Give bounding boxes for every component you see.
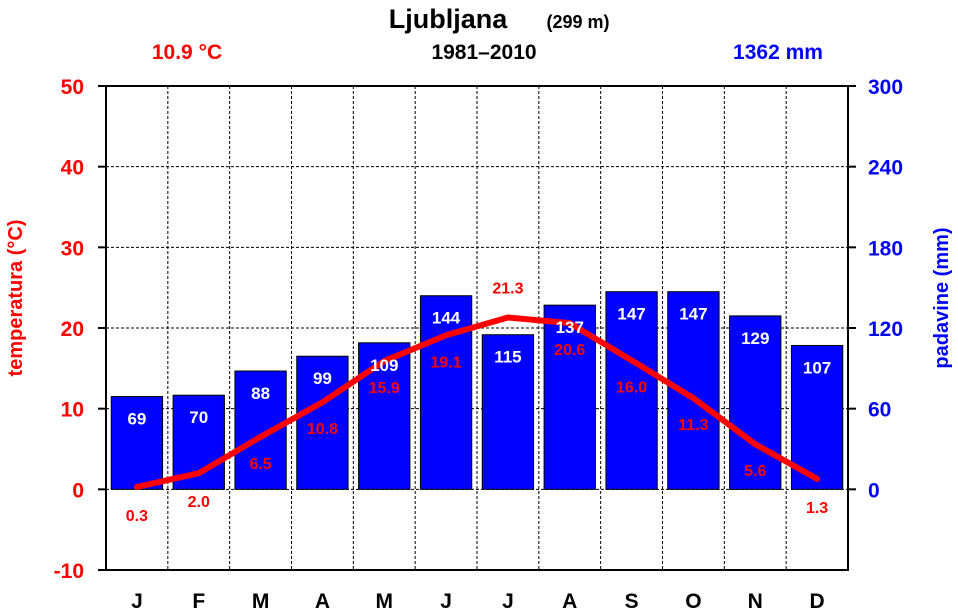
annual-precipitation-label: 1362 mm: [733, 41, 823, 64]
precipitation-bar: [481, 334, 535, 490]
left-axis-tick-label: 30: [61, 237, 84, 260]
temperature-value-label: 6.5: [249, 456, 271, 473]
precipitation-bar: [358, 342, 411, 490]
left-axis-tick-label: 40: [61, 157, 84, 180]
right-axis-tick-label: 180: [868, 237, 903, 260]
month-label: J: [131, 590, 143, 613]
month-label: F: [192, 590, 205, 613]
temperature-value-label: 2.0: [188, 494, 210, 511]
right-axis-title: padavine (mm): [931, 227, 953, 368]
chart-title: Ljubljana: [389, 4, 508, 34]
month-label: A: [315, 590, 330, 613]
left-axis-title: temperatura (°C): [5, 220, 27, 377]
right-axis-tick-label: 300: [868, 76, 903, 99]
temperature-value-label: 11.3: [678, 417, 708, 434]
precipitation-bar: [296, 355, 349, 490]
left-axis-tick-label: 0: [72, 479, 84, 502]
right-axis-tick-label: 60: [868, 399, 891, 422]
right-axis-tick-label: 120: [868, 318, 903, 341]
right-axis-tick-label: 240: [868, 157, 903, 180]
month-label: J: [502, 590, 514, 613]
temperature-line-layer: [133, 314, 821, 490]
temperature-value-label: 21.3: [492, 281, 523, 298]
temperature-value-label: 1.3: [806, 500, 828, 517]
precipitation-value-label: 70: [189, 408, 208, 427]
precipitation-value-label: 109: [370, 356, 398, 375]
precipitation-value-label: 147: [679, 305, 707, 324]
temperature-value-label: 10.8: [307, 421, 338, 438]
right-axis-tick-label: 0: [868, 479, 880, 502]
precipitation-bar: [110, 396, 164, 490]
value-labels: 69 70 88 99 109 144 115 137 147 147 129 107 0.3 2.0 6.…: [126, 281, 831, 525]
elevation-label: (299 m): [546, 12, 609, 32]
precipitation-bar: [605, 291, 658, 490]
precipitation-bar: [729, 315, 782, 490]
temperature-line: [133, 314, 821, 490]
precipitation-value-label: 144: [432, 309, 461, 328]
precipitation-bars: [110, 291, 844, 490]
temperature-value-label: 0.3: [126, 508, 148, 525]
month-label: M: [252, 590, 270, 613]
annual-temperature-label: 10.9 °C: [152, 41, 222, 64]
precipitation-value-label: 88: [251, 384, 270, 403]
month-label: S: [625, 590, 639, 613]
precipitation-value-label: 69: [127, 410, 146, 429]
precipitation-value-label: 115: [494, 348, 521, 367]
left-axis-tick-label: 20: [61, 318, 84, 341]
left-axis-tick-label: 50: [61, 76, 84, 99]
month-label: J: [440, 590, 452, 613]
month-label: A: [562, 590, 577, 613]
period-label: 1981–2010: [431, 41, 536, 64]
month-label: N: [748, 590, 763, 613]
precipitation-value-label: 147: [617, 305, 645, 324]
month-label: D: [809, 590, 824, 613]
axis-ticks: -10 0 10 20 30 40 50 0 60 120 180 240 300 J F M A M J J A S O N…: [54, 76, 903, 613]
precipitation-value-label: 137: [556, 318, 584, 337]
left-axis-tick-label: 10: [61, 399, 84, 422]
month-label: O: [685, 590, 701, 613]
temperature-value-label: 16.0: [616, 379, 647, 396]
month-label: M: [376, 590, 394, 613]
precipitation-value-label: 129: [741, 329, 769, 348]
temperature-value-label: 15.9: [369, 380, 400, 397]
precipitation-value-label: 99: [313, 369, 332, 388]
precipitation-bar: [790, 344, 844, 490]
temperature-value-label: 5.6: [744, 463, 766, 480]
precipitation-value-label: 107: [803, 358, 831, 377]
left-axis-tick-label: -10: [54, 560, 84, 583]
temperature-value-label: 20.6: [554, 342, 585, 359]
temperature-value-label: 19.1: [431, 354, 462, 371]
